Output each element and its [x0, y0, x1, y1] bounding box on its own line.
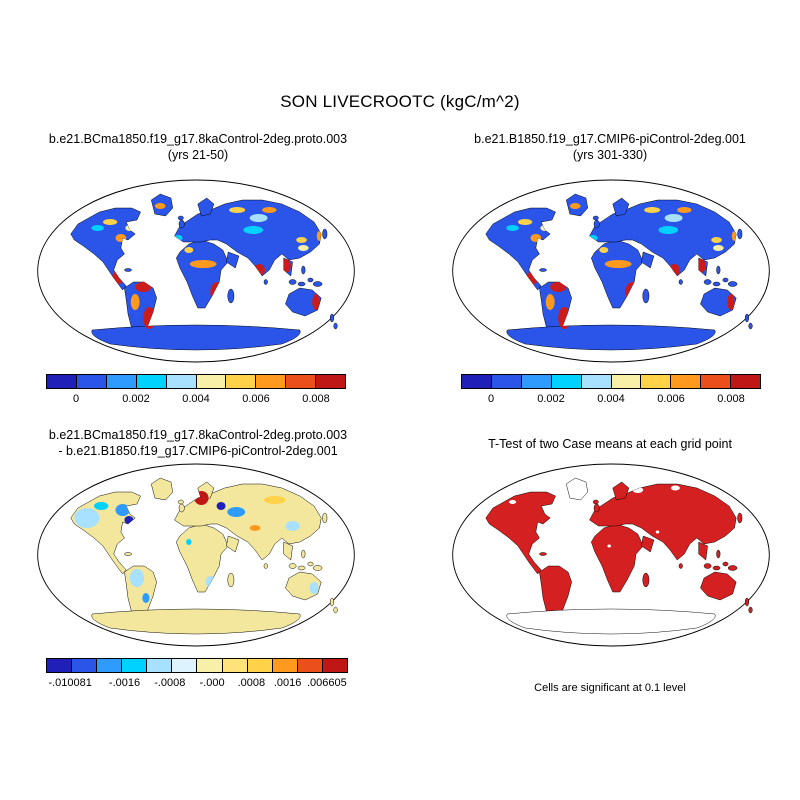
colorbar-tick-label: .006605 — [306, 677, 347, 689]
colorbar-cell — [122, 659, 148, 672]
colorbar-cell — [166, 375, 197, 388]
panel-title-bottom-left: b.e21.BCma1850.f19_g17.8kaControl-2deg.p… — [6, 427, 390, 459]
colorbar-cell — [196, 375, 227, 388]
colorbar-tick-label: -.000 — [199, 677, 225, 689]
colorbar-cell — [641, 375, 672, 388]
colorbar-cell — [581, 375, 612, 388]
colorbar-cell — [147, 659, 173, 672]
colorbar-tick-label: 0.002 — [122, 393, 150, 405]
colorbar-tick-label: 0.008 — [302, 393, 330, 405]
colorbar-top-left — [46, 374, 346, 389]
colorbar-cell — [247, 659, 273, 672]
map-bottom-left-difference — [37, 463, 355, 647]
colorbar-cell — [76, 375, 107, 388]
colorbar-tick-label: 0.004 — [182, 393, 210, 405]
colorbar-cell — [286, 375, 317, 388]
map-top-left-case1 — [37, 179, 355, 363]
colorbar-cell — [521, 375, 552, 388]
colorbar-top-right — [461, 374, 761, 389]
panel-title-top-left: b.e21.BCma1850.f19_g17.8kaControl-2deg.p… — [6, 131, 390, 163]
colorbar-cell — [551, 375, 582, 388]
colorbar-tick-label: 0.002 — [537, 393, 565, 405]
case-name-line: b.e21.BCma1850.f19_g17.8kaControl-2deg.p… — [48, 132, 348, 146]
figure-title: SON LIVECROOTC (kgC/m^2) — [280, 92, 520, 111]
significance-caption: Cells are significant at 0.1 level — [534, 682, 686, 694]
colorbar-tick-label: 0 — [487, 393, 495, 405]
colorbar-tick-label: .0016 — [273, 677, 302, 689]
colorbar-cell — [106, 375, 137, 388]
colorbar-cell — [72, 659, 98, 672]
colorbar-cell — [136, 375, 167, 388]
case-name-line: b.e21.B1850.f19_g17.CMIP6-piControl-2deg… — [474, 132, 746, 146]
colorbar-cell — [222, 659, 248, 672]
colorbar-tick-label: -.010081 — [48, 677, 92, 689]
colorbar-cell — [731, 375, 761, 388]
colorbar-cell — [462, 375, 492, 388]
colorbar-tick-label: 0 — [72, 393, 80, 405]
years-line: (yrs 301-330) — [572, 148, 648, 162]
colorbar-cell — [197, 659, 223, 672]
map-bottom-right-ttest — [452, 463, 770, 647]
map-top-right-case2 — [452, 179, 770, 363]
colorbar-cell — [297, 659, 323, 672]
colorbar-tick-label: .0008 — [237, 677, 266, 689]
case-name-line: b.e21.BCma1850.f19_g17.8kaControl-2deg.p… — [48, 428, 348, 442]
colorbar-cell — [322, 659, 347, 672]
colorbar-top-left-ticks: 0 0.002 0.004 0.006 0.008 — [46, 393, 346, 407]
colorbar-cell — [316, 375, 346, 388]
colorbar-cell — [97, 659, 123, 672]
colorbar-cell — [491, 375, 522, 388]
colorbar-cell — [226, 375, 257, 388]
colorbar-difference-ticks: -.010081 -.0016 -.0008 -.000 .0008 .0016 .0066… — [46, 677, 348, 691]
colorbar-tick-label: 0.006 — [242, 393, 270, 405]
colorbar-cell — [47, 659, 73, 672]
colorbar-cell — [272, 659, 298, 672]
colorbar-cell — [47, 375, 77, 388]
colorbar-cell — [172, 659, 198, 672]
colorbar-tick-label: 0.008 — [717, 393, 745, 405]
colorbar-cell — [256, 375, 287, 388]
years-line: (yrs 21-50) — [167, 148, 229, 162]
colorbar-tick-label: 0.006 — [657, 393, 685, 405]
colorbar-cell — [701, 375, 732, 388]
panel-title-top-right: b.e21.B1850.f19_g17.CMIP6-piControl-2deg… — [418, 131, 800, 163]
colorbar-tick-label: -.0008 — [154, 677, 186, 689]
colorbar-tick-label: 0.004 — [597, 393, 625, 405]
panel-title-bottom-right: T-Test of two Case means at each grid po… — [488, 437, 732, 451]
colorbar-cell — [671, 375, 702, 388]
colorbar-difference — [46, 658, 348, 673]
colorbar-cell — [611, 375, 642, 388]
colorbar-tick-label: -.0016 — [108, 677, 141, 689]
colorbar-top-right-ticks: 0 0.002 0.004 0.006 0.008 — [461, 393, 761, 407]
case-name-line: - b.e21.B1850.f19_g17.CMIP6-piControl-2d… — [58, 444, 338, 458]
